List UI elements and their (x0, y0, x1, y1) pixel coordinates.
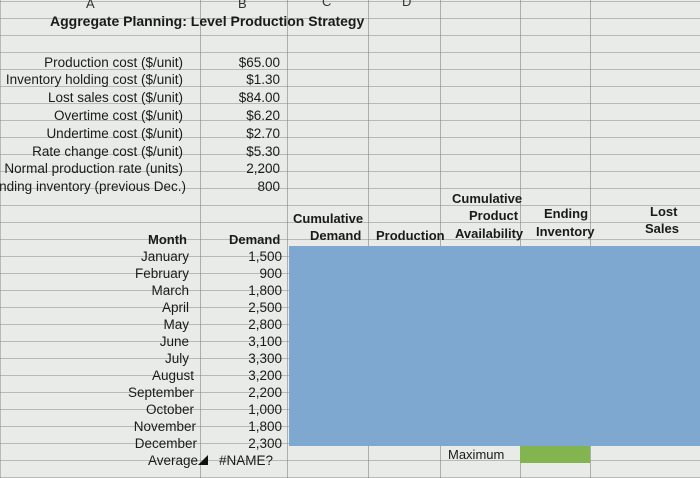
month-cell[interactable]: March (151, 283, 189, 298)
lost-sales-header-line1: Lost (650, 204, 678, 219)
maximum-cell-green[interactable] (520, 446, 590, 463)
param-value[interactable]: $1.30 (246, 72, 280, 87)
cum-prod-header-line3: Availability (455, 226, 524, 241)
param-label: Rate change cost ($/unit) (32, 144, 183, 159)
cum-prod-header-line2: Product (469, 208, 519, 223)
demand-cell[interactable]: 2,500 (248, 300, 282, 315)
param-value[interactable]: 2,200 (246, 161, 280, 176)
column-divider (200, 0, 201, 478)
error-indicator-icon (198, 455, 208, 465)
month-cell[interactable]: August (151, 368, 194, 383)
month-cell[interactable]: July (164, 351, 189, 366)
param-label: Normal production rate (units) (4, 161, 183, 176)
demand-cell[interactable]: 1,800 (248, 419, 282, 434)
month-cell[interactable]: May (163, 317, 189, 332)
demand-cell[interactable]: 1,800 (248, 283, 282, 298)
param-label: Undertime cost ($/unit) (46, 126, 183, 141)
param-label: Overtime cost ($/unit) (53, 108, 183, 123)
month-cell[interactable]: November (133, 419, 196, 434)
ending-inv-header-line1: Ending (544, 206, 589, 221)
column-divider (520, 0, 521, 478)
demand-cell[interactable]: 1,000 (248, 402, 282, 417)
month-cell[interactable]: October (145, 402, 194, 417)
param-value[interactable]: 800 (257, 179, 280, 194)
month-cell[interactable]: February (134, 266, 189, 281)
demand-cell[interactable]: 900 (259, 266, 282, 281)
column-header-d[interactable]: D (402, 0, 412, 9)
ending-inv-header-line2: Inventory (536, 224, 595, 239)
demand-cell[interactable]: 2,800 (248, 317, 282, 332)
demand-cell[interactable]: 3,200 (248, 368, 282, 383)
month-cell[interactable]: June (159, 334, 189, 349)
month-cell[interactable]: December (134, 436, 197, 451)
month-cell[interactable]: September (127, 385, 194, 400)
param-label: Production cost ($/unit) (44, 55, 183, 70)
demand-cell[interactable]: 2,200 (248, 385, 282, 400)
demand-cell[interactable]: 3,300 (248, 351, 282, 366)
month-cell[interactable]: April (161, 300, 189, 315)
param-value[interactable]: $2.70 (246, 126, 280, 141)
column-header-c[interactable]: C (322, 0, 332, 9)
demand-cell[interactable]: 1,500 (248, 249, 282, 264)
month-cell[interactable]: January (140, 249, 189, 264)
cum-demand-header-line2: Demand (310, 228, 362, 243)
sheet-title: Aggregate Planning: Level Production Str… (50, 13, 365, 29)
param-value[interactable]: $5.30 (246, 144, 280, 159)
maximum-label: Maximum (448, 447, 505, 462)
column-divider (368, 0, 369, 478)
param-value[interactable]: $6.20 (246, 108, 280, 123)
lost-sales-header-line2: Sales (645, 221, 679, 236)
param-label: Inventory holding cost ($/unit) (5, 72, 183, 87)
average-value[interactable]: #NAME? (218, 453, 273, 468)
production-header: Production (376, 228, 445, 243)
average-label: Average (147, 453, 198, 468)
cum-prod-header-line1: Cumulative (452, 191, 523, 206)
column-header-a[interactable]: A (86, 0, 95, 11)
output-range-blue[interactable] (289, 246, 700, 446)
demand-cell[interactable]: 2,300 (248, 436, 282, 451)
demand-header: Demand (229, 232, 281, 247)
demand-cell[interactable]: 3,100 (248, 334, 282, 349)
column-divider (287, 0, 288, 478)
param-value[interactable]: $65.00 (238, 55, 280, 70)
param-label: Ending inventory (previous Dec.) (0, 179, 186, 194)
param-label: Lost sales cost ($/unit) (47, 90, 183, 105)
column-divider (590, 0, 591, 478)
param-value[interactable]: $84.00 (238, 90, 280, 105)
cum-demand-header-line1: Cumulative (293, 211, 364, 226)
column-divider (440, 0, 441, 478)
month-header: Month (148, 232, 187, 247)
column-header-b[interactable]: B (238, 0, 247, 11)
